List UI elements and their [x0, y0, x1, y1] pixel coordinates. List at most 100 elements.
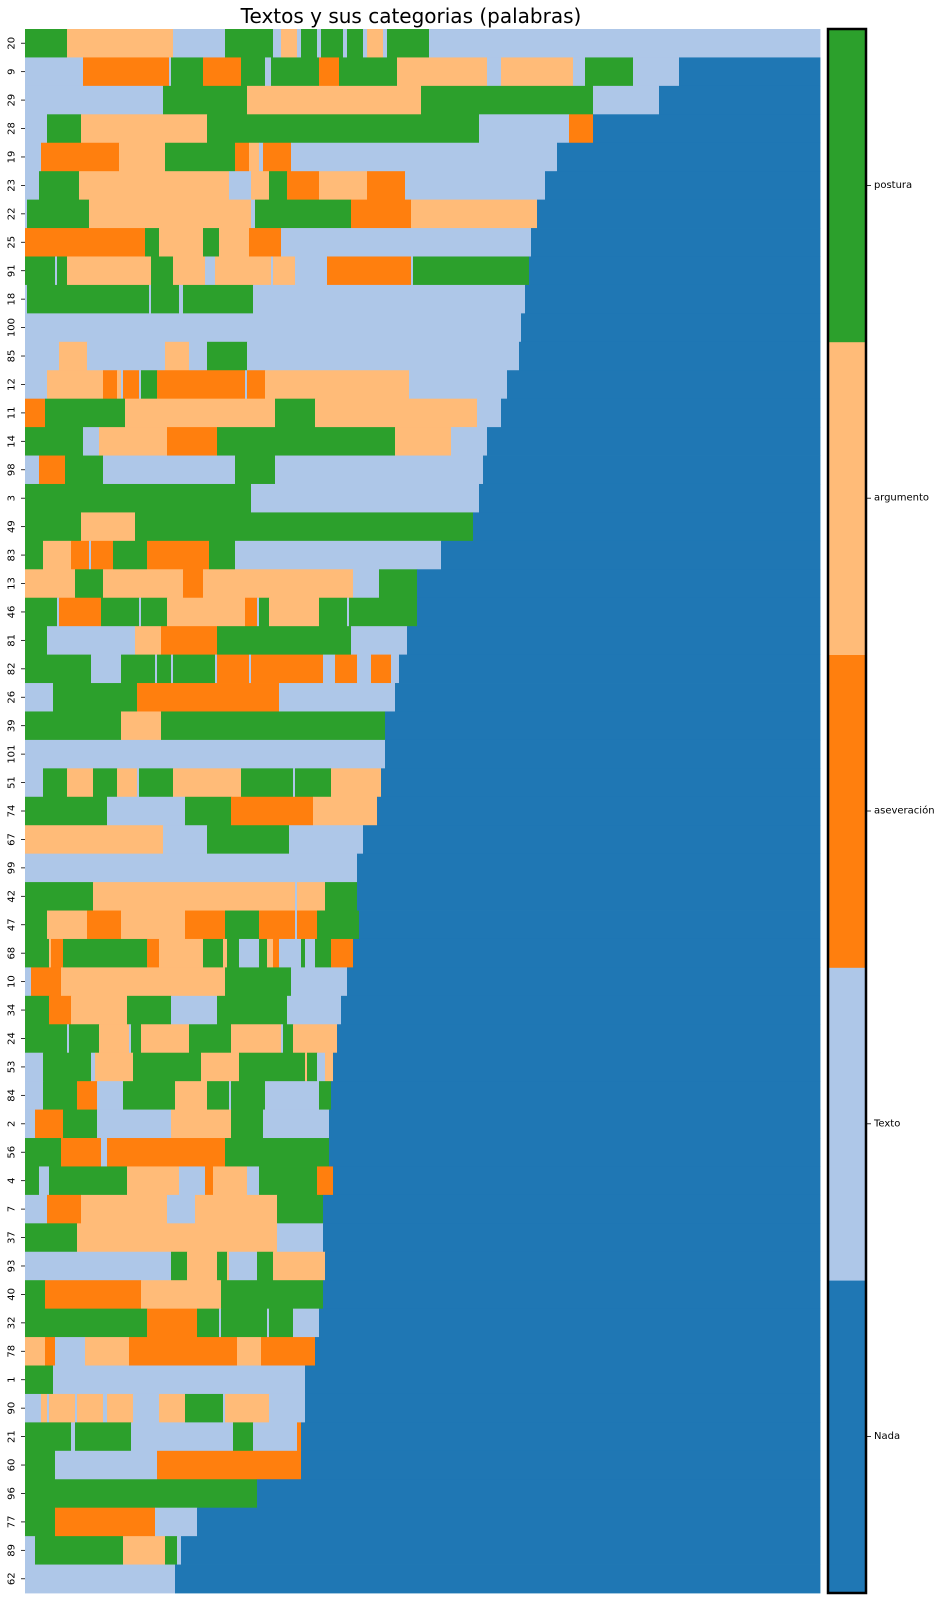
heatmap-cell	[183, 569, 204, 599]
heatmap-cell	[197, 1308, 220, 1338]
heatmap-cell	[129, 1337, 238, 1366]
heatmap-cell	[195, 1194, 278, 1224]
heatmap-cell	[317, 29, 322, 58]
heatmap-cell	[103, 1393, 108, 1423]
heatmap-cell	[203, 569, 354, 599]
heatmap-cell	[41, 142, 120, 172]
heatmap-cell	[245, 370, 248, 400]
heatmap-cell	[87, 341, 166, 371]
heatmap-cell	[53, 683, 138, 712]
heatmap-cell	[337, 1024, 821, 1054]
heatmap-cell	[325, 1052, 334, 1082]
heatmap-cell	[231, 796, 314, 826]
heatmap-cell	[263, 142, 292, 172]
heatmap-cell	[357, 654, 372, 684]
heatmap-cell	[411, 199, 538, 229]
heatmap-cell	[333, 1052, 821, 1082]
heatmap-cell	[59, 341, 88, 371]
heatmap-cell	[225, 910, 260, 940]
heatmap-cell	[103, 370, 118, 400]
heatmap-cell	[275, 398, 316, 428]
heatmap-cell	[323, 654, 336, 684]
heatmap-cell	[189, 341, 208, 371]
heatmap-cell	[265, 57, 272, 87]
heatmap-cell	[131, 1422, 234, 1452]
y-tick-label: 39	[7, 719, 18, 732]
colorbar-label: Texto	[873, 1118, 900, 1129]
heatmap-cell	[277, 1194, 324, 1224]
heatmap-cell	[25, 654, 92, 684]
heatmap-cell	[25, 540, 44, 570]
heatmap-row-81	[25, 626, 821, 655]
heatmap-cell	[35, 1536, 124, 1565]
heatmap-cell	[313, 796, 378, 826]
heatmap-cell	[155, 654, 158, 684]
y-tick-label: 56	[6, 1146, 17, 1159]
heatmap-cell	[545, 171, 821, 201]
heatmap-row-100	[25, 313, 821, 343]
heatmap-cell	[141, 1280, 222, 1310]
heatmap-cell	[45, 1337, 56, 1366]
heatmap-cell	[209, 540, 236, 570]
heatmap-cell	[179, 284, 184, 314]
heatmap-cell	[61, 1138, 102, 1167]
heatmap-cell	[97, 1081, 124, 1110]
y-tick-label: 11	[7, 407, 18, 420]
y-tick-label: 40	[6, 1288, 17, 1301]
heatmap-row-32	[25, 1308, 821, 1338]
heatmap-cell	[203, 57, 242, 87]
heatmap-row-12	[25, 370, 821, 400]
heatmap-cell	[377, 796, 821, 826]
heatmap-cell	[569, 114, 594, 144]
y-tick-label: 67	[6, 833, 17, 846]
heatmap-cell	[273, 938, 280, 968]
heatmap-cell	[253, 1422, 298, 1452]
heatmap-cell	[103, 569, 184, 599]
heatmap-cell	[259, 597, 270, 627]
heatmap-cell	[127, 995, 172, 1025]
heatmap-cell	[367, 171, 406, 201]
heatmap-cell	[483, 455, 821, 485]
heatmap-cell	[151, 284, 180, 314]
heatmap-cell	[229, 1081, 232, 1110]
heatmap-row-82	[25, 654, 821, 684]
heatmap-row-2	[25, 1109, 821, 1139]
heatmap-row-62	[25, 1564, 821, 1594]
y-tick-label: 83	[7, 549, 18, 562]
heatmap-cell	[25, 114, 48, 144]
heatmap-cell	[223, 938, 228, 968]
heatmap-cell	[593, 114, 821, 144]
heatmap-cell	[319, 171, 368, 201]
colorbar-label: argumento	[874, 493, 929, 504]
heatmap-cell	[25, 1109, 36, 1139]
colorbar: Nada Texto aseveración argumento postura	[826, 27, 935, 1595]
heatmap-cell	[291, 142, 558, 172]
heatmap-cell	[103, 483, 252, 513]
heatmap-cell	[217, 1251, 228, 1281]
heatmap-cell	[39, 455, 66, 485]
heatmap-cell	[75, 1393, 78, 1423]
heatmap-cell	[49, 995, 72, 1025]
heatmap-cell	[319, 1081, 332, 1110]
heatmap-cell	[117, 768, 138, 798]
y-tick-label: 101	[6, 745, 17, 764]
heatmap-cell	[223, 1393, 226, 1423]
heatmap-cell	[129, 1024, 132, 1054]
heatmap-cell	[43, 1081, 78, 1110]
heatmap-cell	[107, 1138, 226, 1167]
heatmap-row-93	[25, 1251, 821, 1281]
heatmap-cell	[25, 341, 60, 371]
plot-area	[25, 29, 821, 1594]
heatmap-cell	[25, 1507, 56, 1537]
heatmap-cell	[25, 853, 358, 883]
heatmap-cell	[167, 597, 246, 627]
heatmap-cell	[137, 768, 140, 798]
y-tick-label: 24	[7, 1032, 18, 1045]
heatmap-cell	[275, 455, 484, 485]
heatmap-cell	[247, 85, 422, 115]
y-tick-label: 19	[7, 151, 18, 164]
heatmap-cell	[99, 427, 168, 456]
y-tick-label: 96	[7, 1487, 18, 1500]
heatmap-cell	[293, 1024, 338, 1054]
heatmap-cell	[25, 228, 146, 257]
